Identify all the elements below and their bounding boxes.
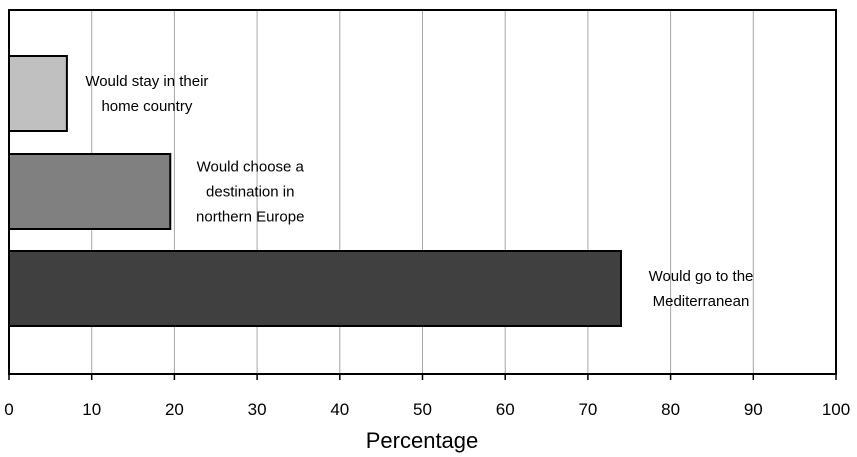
x-tick-label: 0 xyxy=(4,400,13,419)
bar-label-line: destination in xyxy=(206,184,294,201)
bar-label: Would choose a destination in northern Eur… xyxy=(196,159,305,226)
bar xyxy=(8,153,172,230)
bar xyxy=(8,250,622,327)
bar-label: Would stay in their home country xyxy=(85,73,208,115)
x-tick-label: 80 xyxy=(661,400,680,419)
x-tick-label: 50 xyxy=(413,400,432,419)
bars xyxy=(8,55,622,327)
bar-label-line: northern Europe xyxy=(196,209,304,226)
x-tick-label: 100 xyxy=(822,400,850,419)
bar-label-line: Would choose a xyxy=(197,159,305,176)
bar-label-line: Would go to the xyxy=(649,268,754,285)
x-tick-label: 20 xyxy=(165,400,184,419)
bar xyxy=(8,55,68,132)
x-tick-label: 40 xyxy=(330,400,349,419)
x-tick-label: 60 xyxy=(496,400,515,419)
x-axis-ticks: 0 10 20 30 40 50 60 70 80 90 100 xyxy=(4,374,850,419)
x-axis-title: Percentage xyxy=(366,428,479,453)
x-tick-label: 90 xyxy=(744,400,763,419)
bar-label-line: Mediterranean xyxy=(653,293,750,310)
gridlines xyxy=(91,10,754,374)
x-tick-label: 10 xyxy=(82,400,101,419)
bar-label-line: home country xyxy=(101,98,192,115)
x-tick-label: 30 xyxy=(248,400,267,419)
bar-labels: Would stay in their home country Would cho… xyxy=(85,73,753,310)
bar-label-line: Would stay in their xyxy=(85,73,208,90)
x-tick-label: 70 xyxy=(578,400,597,419)
bar-label: Would go to the Mediterranean xyxy=(649,268,754,310)
